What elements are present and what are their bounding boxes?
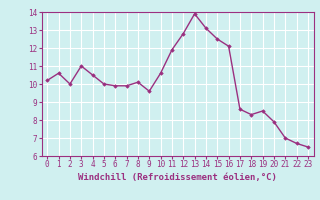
X-axis label: Windchill (Refroidissement éolien,°C): Windchill (Refroidissement éolien,°C) [78,173,277,182]
